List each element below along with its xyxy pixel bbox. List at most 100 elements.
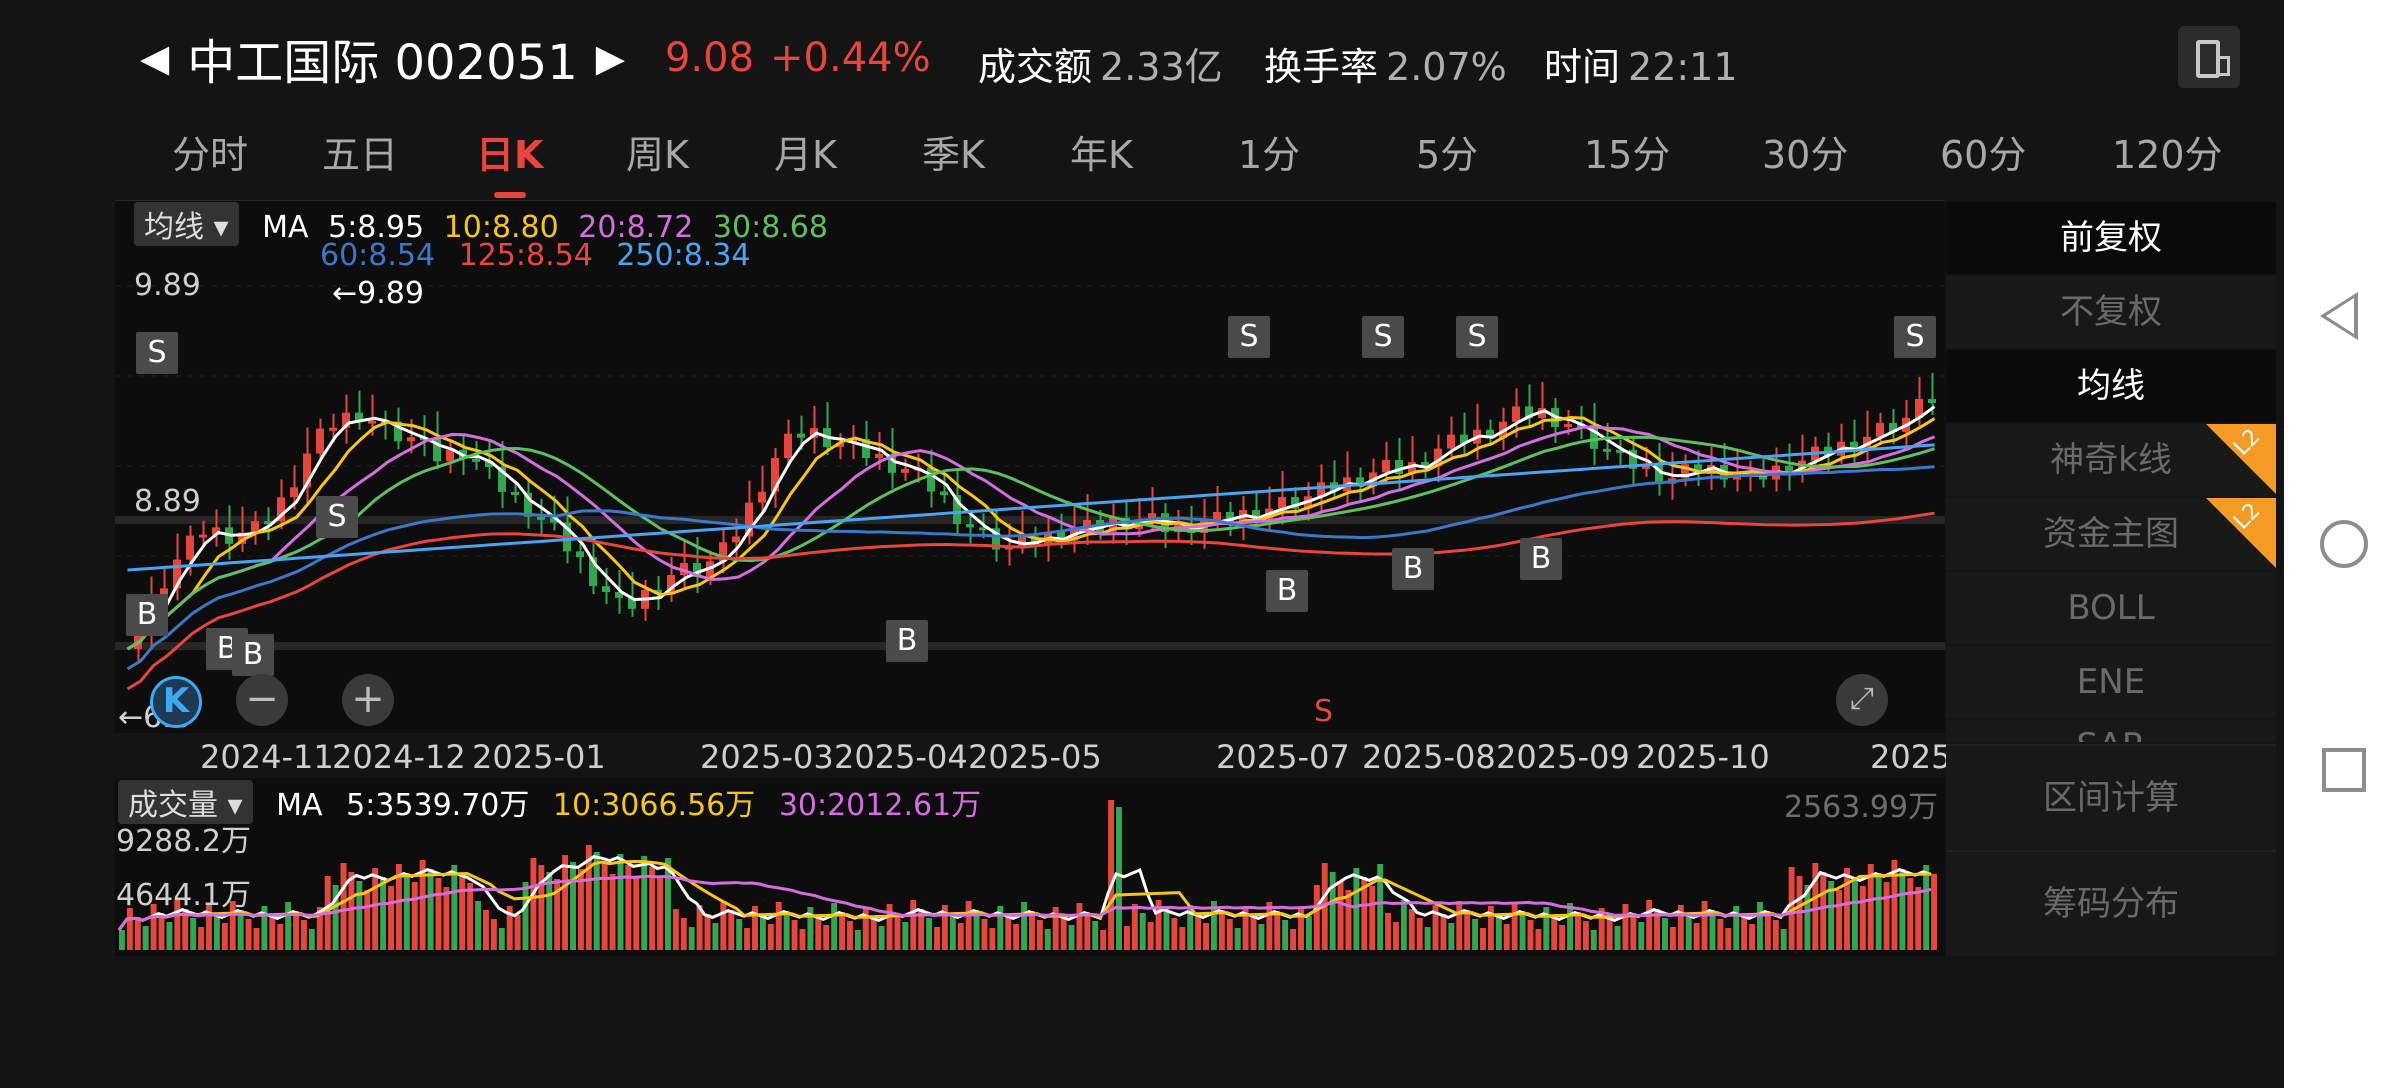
zoom-in-button[interactable]: + <box>342 674 394 726</box>
candle-body <box>1525 406 1533 418</box>
home-icon[interactable] <box>2320 520 2368 568</box>
volume-bar <box>1883 882 1890 950</box>
volume-bar <box>1377 864 1384 950</box>
back-icon[interactable] <box>2320 292 2358 340</box>
buy-marker[interactable]: B <box>1520 538 1562 580</box>
tab-1[interactable]: 五日 <box>322 133 399 177</box>
volume-bar <box>403 873 410 950</box>
tab-11[interactable]: 60分 <box>1940 133 2027 177</box>
volume-bar <box>759 915 766 950</box>
menu-ene[interactable]: ENE <box>1946 646 2276 718</box>
volume-current: 2563.99万 <box>1784 790 1939 825</box>
volume-bar <box>443 887 450 950</box>
candle-body <box>1226 512 1234 525</box>
volume-bar <box>831 903 838 950</box>
candle-body <box>355 412 363 422</box>
volume-bar <box>388 886 394 950</box>
tab-8[interactable]: 5分 <box>1416 133 1479 177</box>
recent-apps-icon[interactable] <box>2322 748 2366 792</box>
menu-chip-distribution[interactable]: 筹码分布 <box>1946 850 2276 956</box>
support-band <box>115 642 1945 650</box>
ma125-line <box>126 511 1935 691</box>
vol-ma30: 30:2012.61万 <box>778 788 982 823</box>
time-stat: 时间 22:11 <box>1544 36 1738 91</box>
volume-bar <box>1092 921 1099 950</box>
volume-bar <box>1741 915 1748 950</box>
candle-body <box>1928 398 1936 403</box>
x-label: 2025-04 <box>834 738 968 776</box>
sell-marker[interactable]: S <box>1362 316 1404 358</box>
volume-bar <box>1733 906 1740 950</box>
menu-sar[interactable]: SAR <box>1946 720 2276 742</box>
volume-bar <box>237 910 244 950</box>
turnover-rate-value: 2.07% <box>1386 45 1507 89</box>
sell-marker[interactable]: S <box>136 332 178 374</box>
volume-bar <box>862 908 869 950</box>
tab-7[interactable]: 1分 <box>1238 133 1301 177</box>
volume-bar <box>348 872 355 950</box>
candle-body <box>836 443 844 448</box>
menu-forward-adjust[interactable]: 前复权 <box>1946 202 2276 274</box>
high-annotation: ←9.89 <box>332 276 424 311</box>
volume-bar <box>316 907 323 950</box>
menu-ma[interactable]: 均线 <box>1946 350 2276 422</box>
sell-marker[interactable]: S <box>1228 316 1270 358</box>
tab-0[interactable]: 分时 <box>172 133 249 177</box>
ma-prefix: MA <box>262 210 309 245</box>
tab-9[interactable]: 15分 <box>1584 133 1671 177</box>
tab-12[interactable]: 120分 <box>2112 133 2223 177</box>
volume-bar <box>198 927 205 950</box>
l2-badge: L2 <box>2206 498 2276 568</box>
candle-body <box>1616 449 1624 453</box>
menu-boll[interactable]: BOLL <box>1946 572 2276 644</box>
tab-6[interactable]: 年K <box>1070 133 1133 177</box>
volume-bar <box>1772 920 1779 950</box>
candle-body <box>719 542 727 562</box>
kline-toggle-button[interactable]: K <box>150 676 202 728</box>
volume-bar <box>902 922 909 950</box>
ma10-value: 10:8.80 <box>443 210 559 245</box>
volume-legend: 成交量 ▾ MA 5:3539.70万 10:3066.56万 30:2012.… <box>118 780 981 824</box>
candle-body <box>277 497 285 522</box>
volume-bar <box>807 907 814 950</box>
sell-marker[interactable]: S <box>1894 316 1936 358</box>
buy-marker[interactable]: B <box>886 620 928 662</box>
buy-marker[interactable]: B <box>1266 570 1308 612</box>
volume-bar <box>285 902 292 950</box>
candle-body <box>199 534 207 538</box>
kline-chart[interactable] <box>115 200 1945 732</box>
menu-range-calc[interactable]: 区间计算 <box>1946 744 2276 850</box>
candle-body <box>212 527 220 535</box>
zoom-out-button[interactable]: − <box>236 674 288 726</box>
tab-3[interactable]: 周K <box>626 133 689 177</box>
volume-bar <box>1693 923 1700 950</box>
next-stock-icon[interactable]: ▶ <box>595 36 625 80</box>
active-tab-indicator <box>494 192 526 198</box>
sell-marker[interactable]: S <box>316 496 358 538</box>
sell-marker[interactable]: S <box>1456 316 1498 358</box>
time-label: 时间 <box>1544 45 1621 89</box>
prev-stock-icon[interactable]: ◀ <box>140 36 170 80</box>
volume-dropdown[interactable]: 成交量 ▾ <box>118 780 253 824</box>
phone-rotate-icon[interactable] <box>2178 26 2240 88</box>
volume-bar <box>451 865 458 950</box>
buy-marker[interactable]: B <box>232 634 274 676</box>
tab-4[interactable]: 月K <box>774 133 837 177</box>
indicator-dropdown[interactable]: 均线 ▾ <box>134 202 239 246</box>
candle-body <box>927 467 935 492</box>
buy-marker[interactable]: B <box>1392 548 1434 590</box>
volume-bar <box>1844 868 1850 950</box>
volume-bar <box>886 904 893 950</box>
volume-bar <box>506 906 513 950</box>
tab-2[interactable]: 日K <box>476 133 544 177</box>
fullscreen-icon[interactable]: ⤢ <box>1836 674 1888 726</box>
buy-marker[interactable]: B <box>126 594 168 636</box>
volume-bar <box>1804 885 1811 950</box>
tab-10[interactable]: 30分 <box>1762 133 1849 177</box>
tab-5[interactable]: 季K <box>922 133 985 177</box>
volume-bar <box>1242 906 1249 950</box>
menu-no-adjust[interactable]: 不复权 <box>1946 276 2276 348</box>
volume-chart[interactable] <box>115 778 1945 956</box>
volume-bar <box>870 917 877 950</box>
candle-body <box>693 563 701 577</box>
